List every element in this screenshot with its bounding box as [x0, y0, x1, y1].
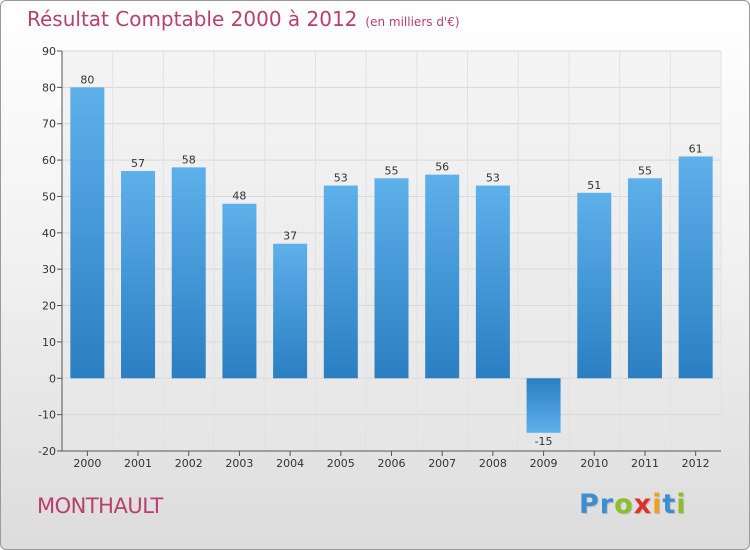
data-label: -15	[535, 435, 553, 448]
bar-2000	[70, 87, 105, 379]
bar-2002	[171, 167, 206, 379]
bar-2001	[121, 171, 156, 379]
x-tick-label: 2004	[276, 457, 304, 470]
x-tick-label: 2010	[580, 457, 608, 470]
logo-letter: x	[633, 489, 653, 520]
proxiti-logo: Proxiti	[579, 489, 687, 520]
x-tick-label: 2011	[631, 457, 659, 470]
x-tick-label: 2005	[327, 457, 355, 470]
y-tick-label: 60	[42, 154, 56, 167]
x-tick-label: 2003	[225, 457, 253, 470]
y-tick-label: 80	[42, 81, 56, 94]
x-tick-label: 2008	[479, 457, 507, 470]
data-label: 57	[131, 157, 145, 170]
data-label: 48	[232, 190, 246, 203]
logo-letter: i	[676, 489, 687, 520]
chart-title-text: Résultat Comptable 2000 à 2012	[27, 7, 358, 31]
commune-name: MONTHAULT	[37, 494, 163, 518]
y-tick-label: 90	[42, 45, 56, 58]
data-label: 53	[334, 172, 348, 185]
x-tick-label: 2009	[530, 457, 558, 470]
x-tick-label: 2006	[378, 457, 406, 470]
data-label: 55	[638, 164, 652, 177]
y-tick-label: -10	[38, 409, 56, 422]
logo-letter: r	[599, 489, 615, 520]
bar-2008	[475, 185, 510, 379]
y-tick-label: -20	[38, 445, 56, 458]
data-label: 56	[435, 161, 449, 174]
bar-2006	[374, 178, 409, 379]
y-tick-label: 30	[42, 263, 56, 276]
chart-title: Résultat Comptable 2000 à 2012 (en millie…	[27, 7, 460, 31]
y-tick-label: 70	[42, 118, 56, 131]
logo-letter: P	[579, 489, 600, 520]
x-tick-label: 2001	[124, 457, 152, 470]
data-label: 58	[182, 153, 196, 166]
bar-2004	[273, 243, 308, 379]
y-tick-label: 10	[42, 336, 56, 349]
y-tick-label: 50	[42, 190, 56, 203]
data-label: 51	[587, 179, 601, 192]
bar-2009	[526, 378, 561, 433]
data-label: 37	[283, 230, 297, 243]
bar-2007	[425, 174, 460, 379]
x-tick-label: 2002	[175, 457, 203, 470]
data-label: 61	[689, 142, 703, 155]
bar-2012	[678, 156, 713, 379]
logo-letter: o	[614, 489, 634, 520]
y-tick-label: 40	[42, 227, 56, 240]
bar-2003	[222, 203, 257, 379]
y-tick-label: 20	[42, 300, 56, 313]
chart-subtitle: (en milliers d'€)	[365, 15, 460, 29]
data-label: 55	[385, 164, 399, 177]
y-tick-label: 0	[49, 372, 56, 385]
logo-letter: t	[662, 489, 677, 520]
data-label: 53	[486, 172, 500, 185]
x-tick-label: 2007	[428, 457, 456, 470]
x-tick-label: 2000	[73, 457, 101, 470]
data-label: 80	[80, 73, 94, 86]
bar-2005	[323, 185, 358, 379]
x-tick-label: 2012	[682, 457, 710, 470]
logo-letter: i	[652, 489, 663, 520]
bar-2011	[627, 178, 662, 379]
bar-2010	[577, 192, 612, 379]
